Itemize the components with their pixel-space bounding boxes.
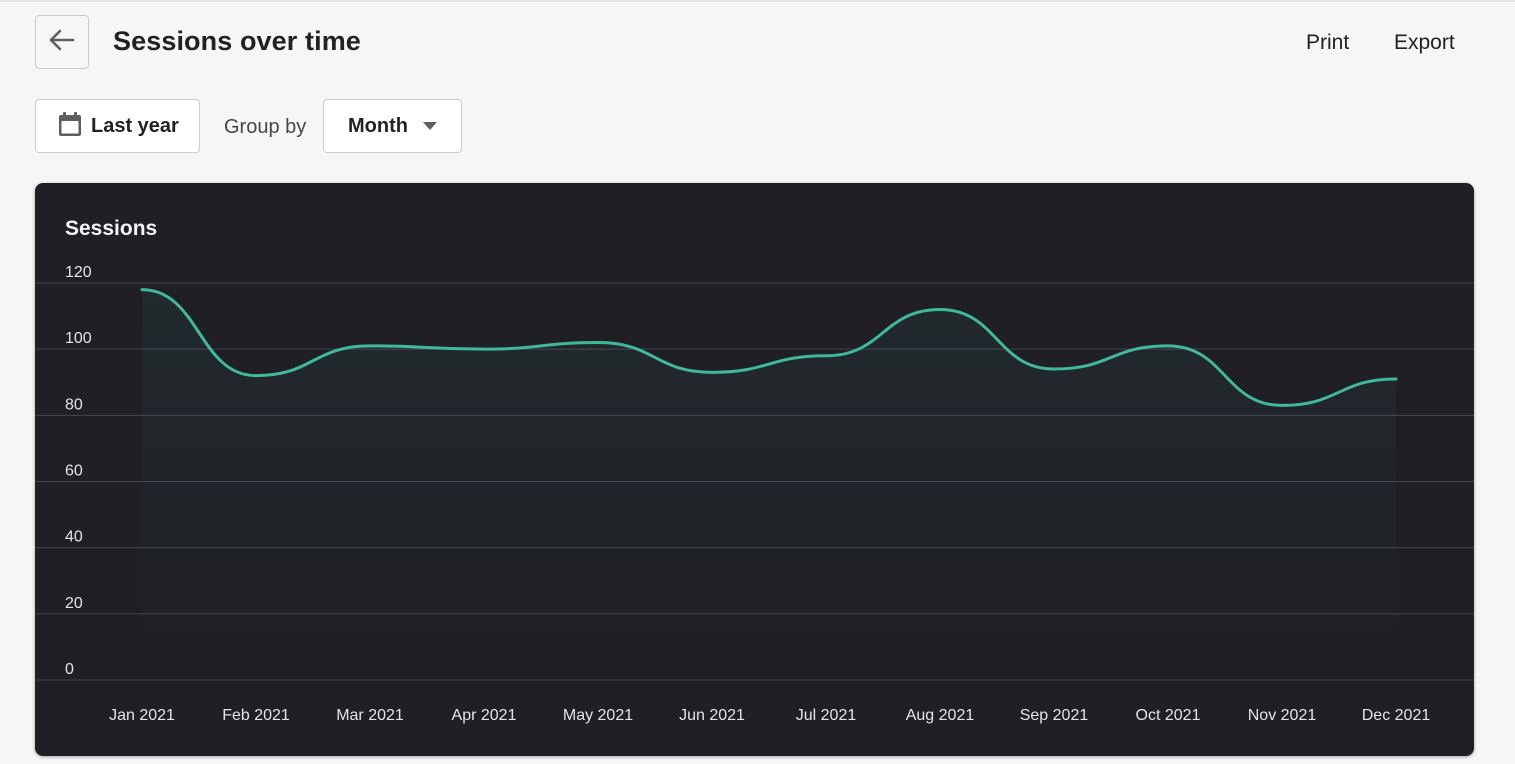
group-by-label: Group by [224,116,307,138]
date-range-button[interactable]: Last year [35,99,200,153]
sessions-data-point[interactable] [934,303,946,315]
sessions-data-point[interactable] [250,370,262,382]
y-tick-label: 120 [65,264,92,281]
sessions-line [140,288,1398,407]
sessions-data-point[interactable] [706,366,718,378]
x-tick-label: Dec 2021 [1362,707,1431,724]
filter-bar: Last year Group by Month [0,99,1515,154]
group-by-value: Month [348,114,408,137]
y-tick-label: 80 [65,396,83,413]
x-tick-label: May 2021 [563,707,633,724]
y-tick-label: 40 [65,529,83,546]
y-tick-label: 20 [65,595,83,612]
print-button[interactable]: Print [1306,31,1350,54]
sessions-chart-card: 0 20 40 60 80 100 120 Jan 2021 Feb 2021 Mar 2021… [35,183,1474,756]
y-tick-label: 100 [65,330,92,347]
back-button[interactable] [35,15,89,69]
x-tick-label: Nov 2021 [1248,707,1317,724]
export-button[interactable]: Export [1394,31,1455,54]
sessions-area-fill [142,289,1396,680]
page-title: Sessions over time [113,26,361,56]
y-tick-label: 0 [65,661,74,678]
sessions-data-point[interactable] [1390,373,1402,385]
sessions-data-point[interactable] [592,337,604,349]
x-tick-label: Mar 2021 [336,707,404,724]
x-tick-label: Apr 2021 [452,707,517,724]
sessions-data-point[interactable] [364,340,376,352]
sessions-data-point[interactable] [478,343,490,355]
sessions-data-point[interactable] [820,350,832,362]
x-tick-label: Aug 2021 [906,707,975,724]
x-tick-label: Jan 2021 [109,707,175,724]
top-border [0,0,1515,2]
page-header: Sessions over time Print Export [0,0,1515,90]
arrow-left-icon [49,29,75,56]
x-tick-label: Jul 2021 [796,707,857,724]
x-tick-label: Oct 2021 [1136,707,1201,724]
sessions-data-point[interactable] [1276,399,1288,411]
x-tick-label: Jun 2021 [679,707,745,724]
x-tick-label: Sep 2021 [1020,707,1089,724]
date-range-label: Last year [91,114,179,137]
sessions-data-point[interactable] [136,284,148,296]
calendar-icon [58,111,82,142]
caret-down-icon [422,117,437,135]
sessions-line-chart: 0 20 40 60 80 100 120 Jan 2021 Feb 2021 Mar 2021… [35,264,1474,724]
sessions-data-point[interactable] [1162,340,1174,352]
sessions-data-point[interactable] [1048,363,1060,375]
group-by-select[interactable]: Month [323,99,462,153]
y-tick-label: 60 [65,463,83,480]
x-tick-label: Feb 2021 [222,707,290,724]
chart-title: Sessions [65,217,158,240]
